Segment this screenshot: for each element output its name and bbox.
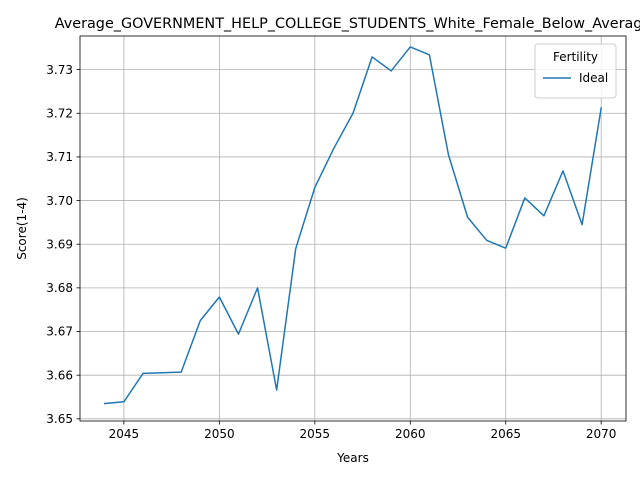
y-tick-label: 3.70	[46, 194, 73, 208]
chart-title: Average_GOVERNMENT_HELP_COLLEGE_STUDENTS…	[55, 16, 640, 32]
x-tick-label: 2045	[109, 427, 140, 441]
y-tick-label: 3.71	[46, 150, 73, 164]
legend-box	[534, 43, 617, 99]
legend-title: Fertility	[553, 50, 598, 64]
ticks: 2045 2050 2055 2060 2065 2070 3.65 3.66 3.67 3.68…	[46, 63, 616, 441]
series-layer	[104, 46, 603, 405]
y-tick-label: 3.68	[46, 281, 73, 295]
y-tick-label: 3.67	[46, 325, 73, 339]
y-tick-label: 3.66	[46, 368, 73, 382]
x-tick-label: 2070	[586, 427, 617, 441]
x-tick-label: 2060	[395, 427, 426, 441]
axes-frame	[79, 35, 627, 422]
x-tick-label: 2050	[204, 427, 235, 441]
x-tick-label: 2065	[490, 427, 521, 441]
y-tick-label: 3.73	[46, 63, 73, 77]
legend: Fertility Ideal	[534, 43, 617, 99]
y-axis-label: Score(1-4)	[15, 197, 29, 260]
legend-label-ideal: Ideal	[579, 71, 608, 85]
y-tick-label: 3.65	[46, 412, 73, 426]
y-tick-label: 3.72	[46, 106, 73, 120]
x-tick-label: 2055	[300, 427, 331, 441]
grid	[80, 36, 626, 421]
series-line-ideal	[104, 46, 603, 405]
axes-border	[79, 35, 627, 422]
y-tick-label: 3.69	[46, 237, 73, 251]
plot-area	[80, 36, 626, 421]
x-axis-label: Years	[336, 451, 369, 465]
